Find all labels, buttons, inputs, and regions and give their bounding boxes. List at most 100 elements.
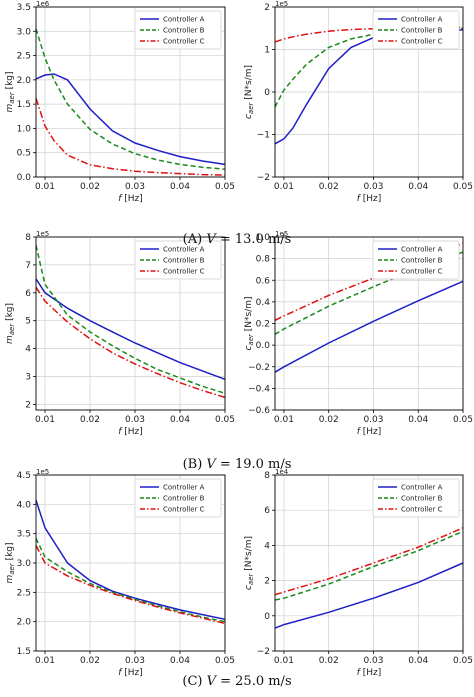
y-tick-label: 2.5 [17, 52, 31, 62]
x-axis-label: f [Hz] [118, 427, 143, 437]
y-tick-label: 0.0 [256, 341, 271, 351]
x-tick-label: 0.03 [363, 656, 383, 666]
x-tick-label: 0.01 [274, 182, 294, 192]
y-axis-label: caer [N*s/m] [244, 536, 255, 590]
x-tick-label: 0.01 [274, 656, 294, 666]
y-tick-label: 0.6 [256, 276, 271, 286]
legend-box [134, 10, 222, 50]
y-tick-label: −0.4 [248, 384, 270, 394]
legend-label: Controller C [163, 38, 205, 46]
x-axis-label: f [Hz] [118, 194, 143, 204]
y-tick-label: −2 [257, 647, 270, 657]
legend-label: Controller B [401, 495, 443, 503]
legend-box [134, 240, 222, 280]
series-line-controller-a [274, 280, 464, 373]
y-tick-label: −1 [257, 131, 270, 141]
scale-multiplier: 1e6 [36, 0, 50, 8]
x-tick-label: 0.03 [363, 415, 383, 425]
legend: Controller A Controller B Controller C [372, 478, 460, 518]
y-tick-label: 0.5 [17, 149, 31, 159]
legend-box [134, 478, 222, 518]
x-tick-label: 0.02 [80, 182, 100, 192]
y-axis-label: maer [kg] [5, 71, 16, 112]
y-tick-label: 6 [25, 289, 31, 299]
legend-label: Controller C [401, 38, 443, 46]
y-axis-label: maer [kg] [5, 303, 16, 344]
y-tick-label: 8 [264, 471, 270, 481]
x-tick-label: 0.04 [408, 415, 428, 425]
x-axis-label: f [Hz] [118, 668, 143, 678]
x-axis-label: f [Hz] [357, 427, 382, 437]
y-tick-label: 8 [25, 233, 31, 243]
y-tick-label: 3.0 [17, 27, 32, 37]
legend-label: Controller C [163, 268, 205, 276]
series-line-controller-c [274, 527, 464, 596]
series-line-controller-a [35, 499, 226, 621]
y-tick-label: 3.5 [17, 3, 31, 13]
series-line-controller-a [35, 278, 226, 381]
panel-0-1: 0.01 0.02 0.03 0.04 0.05 −2 −1 0 1 2 1e5 f [Hz] caer… [244, 0, 473, 204]
x-tick-label: 0.01 [274, 415, 294, 425]
y-tick-label: 0.8 [256, 255, 271, 265]
subfigure-caption: (B) V = 19.0 m/s [183, 457, 292, 472]
y-tick-label: −0.2 [248, 363, 270, 373]
y-axis-label: maer [kg] [5, 542, 16, 583]
series-line-controller-b [274, 251, 464, 335]
scale-multiplier: 1e5 [36, 230, 49, 238]
y-tick-label: 1.5 [17, 647, 31, 657]
panel-1-0: 0.01 0.02 0.03 0.04 0.05 2 3 4 5 6 7 8 1e5 f [Hz] maer… [5, 230, 235, 437]
panel-2-0: 0.01 0.02 0.03 0.04 0.05 1.5 2.0 2.5 3.0 3.5 4.0 4.… [5, 468, 235, 678]
legend-label: Controller A [163, 16, 205, 24]
x-tick-label: 0.05 [453, 182, 473, 192]
y-tick-label: 2 [264, 3, 270, 13]
y-tick-label: 3 [25, 373, 31, 383]
legend: Controller A Controller B Controller C [372, 10, 460, 50]
y-axis-label: caer [N*s/m] [244, 65, 255, 119]
y-tick-label: −0.6 [248, 406, 270, 416]
legend-label: Controller A [401, 16, 443, 24]
x-tick-label: 0.04 [170, 656, 190, 666]
series-line-controller-a [274, 562, 464, 629]
y-tick-label: 0.0 [17, 173, 32, 183]
legend-label: Controller A [163, 484, 205, 492]
y-tick-label: 2.0 [17, 76, 32, 86]
y-tick-label: 0 [264, 612, 270, 622]
y-tick-label: 4 [25, 345, 31, 355]
legend-label: Controller A [401, 484, 443, 492]
x-tick-label: 0.04 [170, 182, 190, 192]
y-axis-label: caer [N*s/m] [244, 296, 255, 350]
plot-frame [35, 6, 226, 178]
legend-box [372, 478, 460, 518]
legend-box [372, 240, 460, 280]
plot-frame [274, 474, 464, 652]
scale-multiplier: 1e5 [36, 468, 49, 476]
legend-label: Controller B [163, 495, 205, 503]
legend: Controller A Controller B Controller C [134, 240, 222, 280]
x-tick-label: 0.03 [125, 415, 145, 425]
legend: Controller A Controller B Controller C [372, 240, 460, 280]
y-tick-label: 0.2 [256, 320, 270, 330]
y-tick-label: 1 [264, 46, 270, 56]
y-tick-label: 4 [264, 541, 270, 551]
x-tick-label: 0.01 [35, 415, 55, 425]
x-axis-label: f [Hz] [357, 194, 382, 204]
series-line-controller-c [35, 286, 226, 399]
legend-label: Controller B [163, 257, 205, 265]
legend-label: Controller C [163, 506, 205, 514]
scale-multiplier: 1e5 [275, 230, 288, 238]
x-tick-label: 0.04 [408, 182, 428, 192]
y-tick-label: 3.0 [17, 559, 32, 569]
y-tick-label: 4.0 [17, 500, 32, 510]
series-line-controller-b [35, 28, 226, 170]
y-tick-label: 0.4 [256, 298, 271, 308]
series-line-controller-b [35, 538, 226, 623]
x-tick-label: 0.03 [363, 182, 383, 192]
y-tick-label: 2.0 [17, 618, 32, 628]
subfigure-caption: (A) V = 13.0 m/s [183, 232, 292, 247]
panel-0-0: 0.01 0.02 0.03 0.04 0.05 0.0 0.5 1.0 1.5 2.0 2.5 3.… [5, 0, 235, 204]
x-axis-label: f [Hz] [357, 668, 382, 678]
legend-label: Controller A [401, 246, 443, 254]
y-tick-label: 4.5 [17, 471, 31, 481]
series-line-controller-b [274, 530, 464, 601]
legend-label: Controller A [163, 246, 205, 254]
